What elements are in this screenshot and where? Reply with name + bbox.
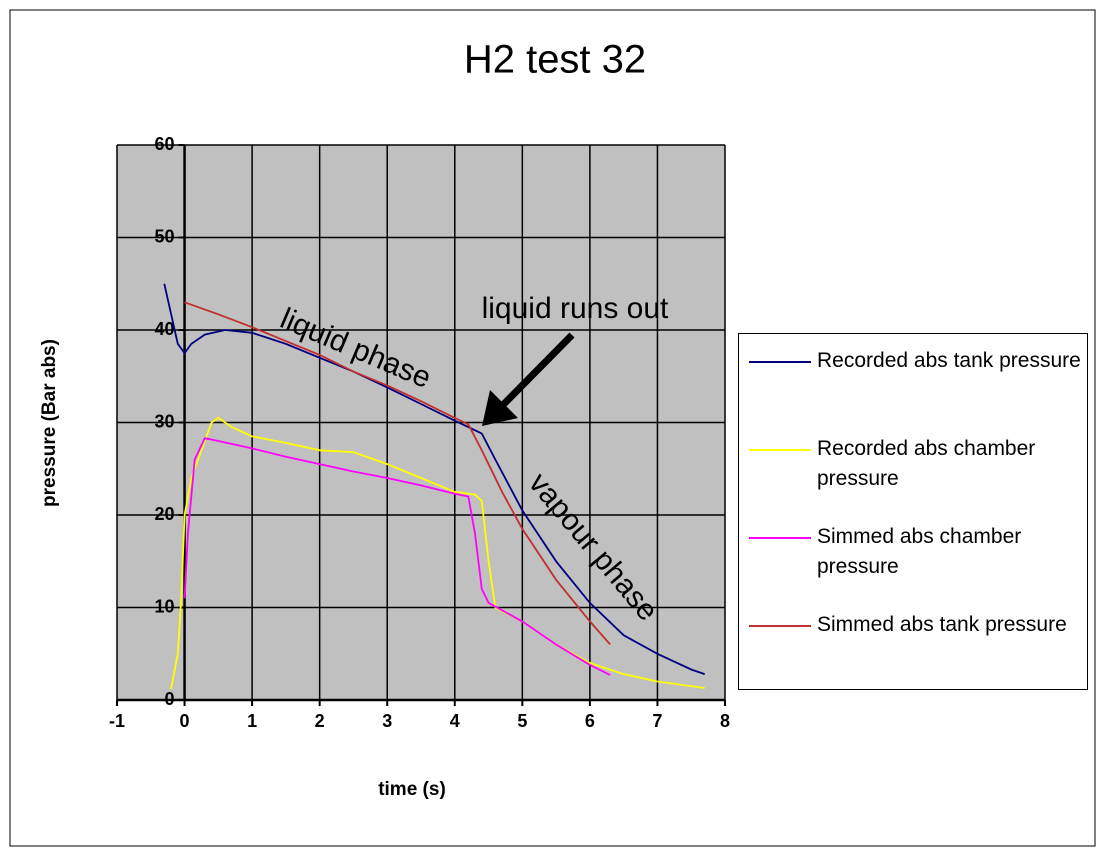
legend-label: Simmed abs chamber pressure	[817, 525, 1022, 578]
legend-label: Recorded abs chamber pressure	[817, 437, 1036, 490]
y-tick-label: 10	[155, 596, 175, 616]
series-line	[184, 301, 611, 646]
legend-label: Simmed abs tank pressure	[817, 613, 1067, 636]
legend: Recorded abs tank pressure Recorded abs c…	[738, 333, 1088, 690]
annotation: liquid runs out	[482, 292, 669, 325]
arrow-shaft	[495, 332, 575, 413]
x-axis-label: time (s)	[378, 779, 446, 800]
x-tick-label: 0	[180, 711, 190, 731]
legend-entry: Simmed abs tank pressure	[747, 610, 1083, 690]
x-tick-label: 3	[382, 711, 392, 731]
legend-entry: Recorded abs tank pressure	[747, 346, 1083, 426]
y-tick-label: 50	[155, 226, 175, 246]
y-tick-label: 20	[155, 504, 175, 524]
x-tick-label: 2	[315, 711, 325, 731]
y-axis-label: pressure (Bar abs)	[39, 339, 60, 507]
legend-swatch	[749, 625, 811, 627]
legend-swatch	[749, 537, 811, 539]
x-tick-label: 1	[247, 711, 257, 731]
legend-entry: Recorded abs chamber pressure	[747, 434, 1083, 514]
x-tick-label: 6	[585, 711, 595, 731]
legend-swatch	[749, 361, 811, 363]
x-tick-label: 7	[652, 711, 662, 731]
legend-label: Recorded abs tank pressure	[817, 349, 1081, 372]
y-tick-label: 60	[155, 134, 175, 154]
x-tick-label: 8	[720, 711, 730, 731]
legend-entry: Simmed abs chamber pressure	[747, 522, 1083, 602]
series-line	[163, 283, 705, 675]
x-tick-label: 5	[517, 711, 527, 731]
series-line	[183, 437, 611, 676]
y-tick-label: 40	[155, 319, 175, 339]
arrow-head	[482, 390, 518, 426]
y-tick-label: 30	[155, 411, 175, 431]
legend-swatch	[749, 449, 811, 451]
chart-title: H2 test 32	[464, 38, 646, 82]
x-tick-label: -1	[109, 711, 125, 731]
x-tick-label: 4	[450, 711, 460, 731]
